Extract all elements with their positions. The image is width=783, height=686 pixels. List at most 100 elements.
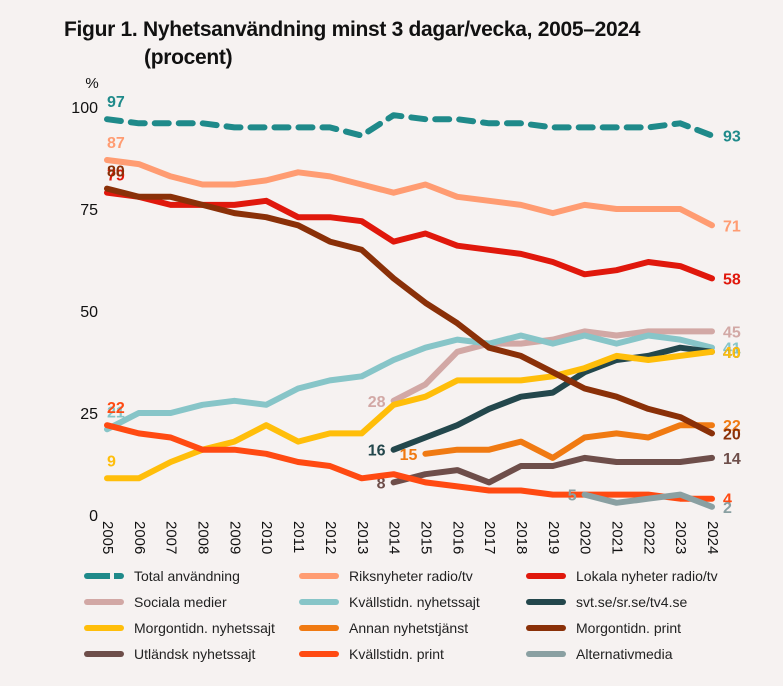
legend-label: Morgontidn. print bbox=[576, 620, 682, 636]
legend-swatch bbox=[299, 651, 339, 657]
x-tick-label: 2020 bbox=[577, 521, 594, 554]
legend-item: svt.se/sr.se/tv4.se bbox=[526, 594, 687, 610]
series-start-label: 5 bbox=[568, 488, 577, 505]
legend-swatch bbox=[299, 573, 339, 579]
y-tick-label: 50 bbox=[80, 304, 98, 321]
x-tick-label: 2019 bbox=[545, 521, 562, 554]
series-start-label: 79 bbox=[107, 168, 125, 185]
y-tick-label: 25 bbox=[80, 406, 98, 423]
series-start-label: 16 bbox=[368, 443, 386, 460]
series-start-label: 97 bbox=[107, 94, 125, 111]
legend-label: Lokala nyheter radio/tv bbox=[576, 568, 718, 584]
legend-label: Sociala medier bbox=[134, 594, 227, 610]
series-end-label: 4 bbox=[723, 492, 732, 509]
x-tick-label: 2015 bbox=[417, 521, 434, 554]
series-start-label: 28 bbox=[368, 394, 386, 411]
series-line-9 bbox=[390, 454, 715, 486]
legend-swatch bbox=[84, 651, 124, 657]
legend-item: Total användning bbox=[84, 568, 240, 584]
legend-swatch bbox=[526, 573, 566, 579]
x-tick-label: 2022 bbox=[640, 521, 657, 554]
x-tick-label: 2008 bbox=[195, 521, 212, 554]
legend-label: Utländsk nyhetssajt bbox=[134, 646, 256, 662]
legend-item: Kvällstidn. print bbox=[299, 646, 444, 662]
series-end-label: 2 bbox=[723, 500, 732, 517]
series-end-label: 22 bbox=[723, 418, 741, 435]
series-end-label: 14 bbox=[723, 451, 741, 468]
series-start-label: 9 bbox=[107, 453, 116, 470]
series-end-label: 40 bbox=[723, 345, 741, 362]
series-line-0 bbox=[104, 112, 715, 139]
series-line-4 bbox=[104, 332, 715, 433]
legend-item: Sociala medier bbox=[84, 594, 227, 610]
legend-label: Annan nyhetstjänst bbox=[349, 620, 469, 636]
legend-swatch bbox=[84, 573, 124, 579]
x-tick-label: 2007 bbox=[163, 521, 180, 554]
x-tick-label: 2017 bbox=[481, 521, 498, 554]
legend-label: Morgontidn. nyhetssajt bbox=[134, 620, 275, 636]
x-tick-label: 2006 bbox=[131, 521, 148, 554]
legend-swatch bbox=[84, 599, 124, 605]
x-tick-label: 2009 bbox=[226, 521, 243, 554]
legend-label: Kvällstidn. nyhetssajt bbox=[349, 594, 480, 610]
series-end-label: 93 bbox=[723, 129, 741, 146]
series-line-11 bbox=[581, 491, 715, 510]
legend-label: Alternativmedia bbox=[576, 646, 673, 662]
y-axis-unit: % bbox=[85, 75, 98, 92]
legend-item: Lokala nyheter radio/tv bbox=[526, 568, 718, 584]
legend-swatch bbox=[526, 651, 566, 657]
legend-item: Utländsk nyhetssajt bbox=[84, 646, 255, 662]
series-end-label: 58 bbox=[723, 271, 741, 288]
title-text: Figur 1. Nyhetsanvändning minst 3 dagar/… bbox=[64, 18, 641, 41]
series-end-label: 20 bbox=[723, 426, 741, 443]
legend-label: Total användning bbox=[134, 568, 240, 584]
series-start-label: 22 bbox=[107, 400, 125, 417]
x-tick-label: 2013 bbox=[354, 521, 371, 554]
x-tick-label: 2005 bbox=[99, 521, 116, 554]
legend-swatch bbox=[526, 625, 566, 631]
series-end-label: 40 bbox=[723, 345, 741, 362]
legend-item: Riksnyheter radio/tv bbox=[299, 568, 473, 584]
legend-item: Annan nyhetstjänst bbox=[299, 620, 468, 636]
legend-item: Kvällstidn. nyhetssajt bbox=[299, 594, 480, 610]
legend-label: Riksnyheter radio/tv bbox=[349, 568, 473, 584]
legend-item: Morgontidn. print bbox=[526, 620, 681, 636]
x-tick-label: 2010 bbox=[258, 521, 275, 554]
legend-swatch bbox=[299, 625, 339, 631]
x-tick-label: 2023 bbox=[672, 521, 689, 554]
series-start-label: 21 bbox=[107, 404, 125, 421]
legend-label: Kvällstidn. print bbox=[349, 646, 444, 662]
series-line-10 bbox=[104, 422, 715, 502]
series-start-label: 87 bbox=[107, 135, 125, 152]
series-end-label: 41 bbox=[723, 341, 741, 358]
legend-item: Alternativmedia bbox=[526, 646, 673, 662]
series-start-label: 15 bbox=[400, 447, 418, 464]
x-tick-label: 2018 bbox=[513, 521, 530, 554]
x-tick-label: 2016 bbox=[449, 521, 466, 554]
x-tick-label: 2011 bbox=[290, 521, 307, 553]
x-tick-label: 2024 bbox=[704, 521, 721, 554]
series-line-3 bbox=[390, 328, 715, 404]
y-tick-label: 100 bbox=[71, 100, 98, 117]
legend-swatch bbox=[526, 599, 566, 605]
series-line-8 bbox=[104, 185, 715, 437]
series-line-7 bbox=[422, 422, 715, 461]
series-end-label: 71 bbox=[723, 218, 741, 235]
series-line-1 bbox=[104, 157, 715, 229]
subtitle-text: (procent) bbox=[144, 46, 233, 69]
chart-title: Figur 1. Nyhetsanvändning minst 3 dagar/… bbox=[64, 16, 640, 72]
legend-swatch bbox=[84, 625, 124, 631]
x-tick-label: 2021 bbox=[609, 521, 626, 554]
x-tick-label: 2014 bbox=[386, 521, 403, 554]
series-start-label: 8 bbox=[377, 475, 386, 492]
legend-swatch bbox=[299, 599, 339, 605]
x-tick-label: 2012 bbox=[322, 521, 339, 554]
y-tick-label: 0 bbox=[89, 508, 98, 525]
series-start-label: 80 bbox=[107, 164, 125, 181]
series-end-label: 45 bbox=[723, 324, 741, 341]
series-line-5 bbox=[390, 344, 715, 453]
y-tick-label: 75 bbox=[80, 202, 98, 219]
legend-item: Morgontidn. nyhetssajt bbox=[84, 620, 275, 636]
legend-label: svt.se/sr.se/tv4.se bbox=[576, 594, 688, 610]
